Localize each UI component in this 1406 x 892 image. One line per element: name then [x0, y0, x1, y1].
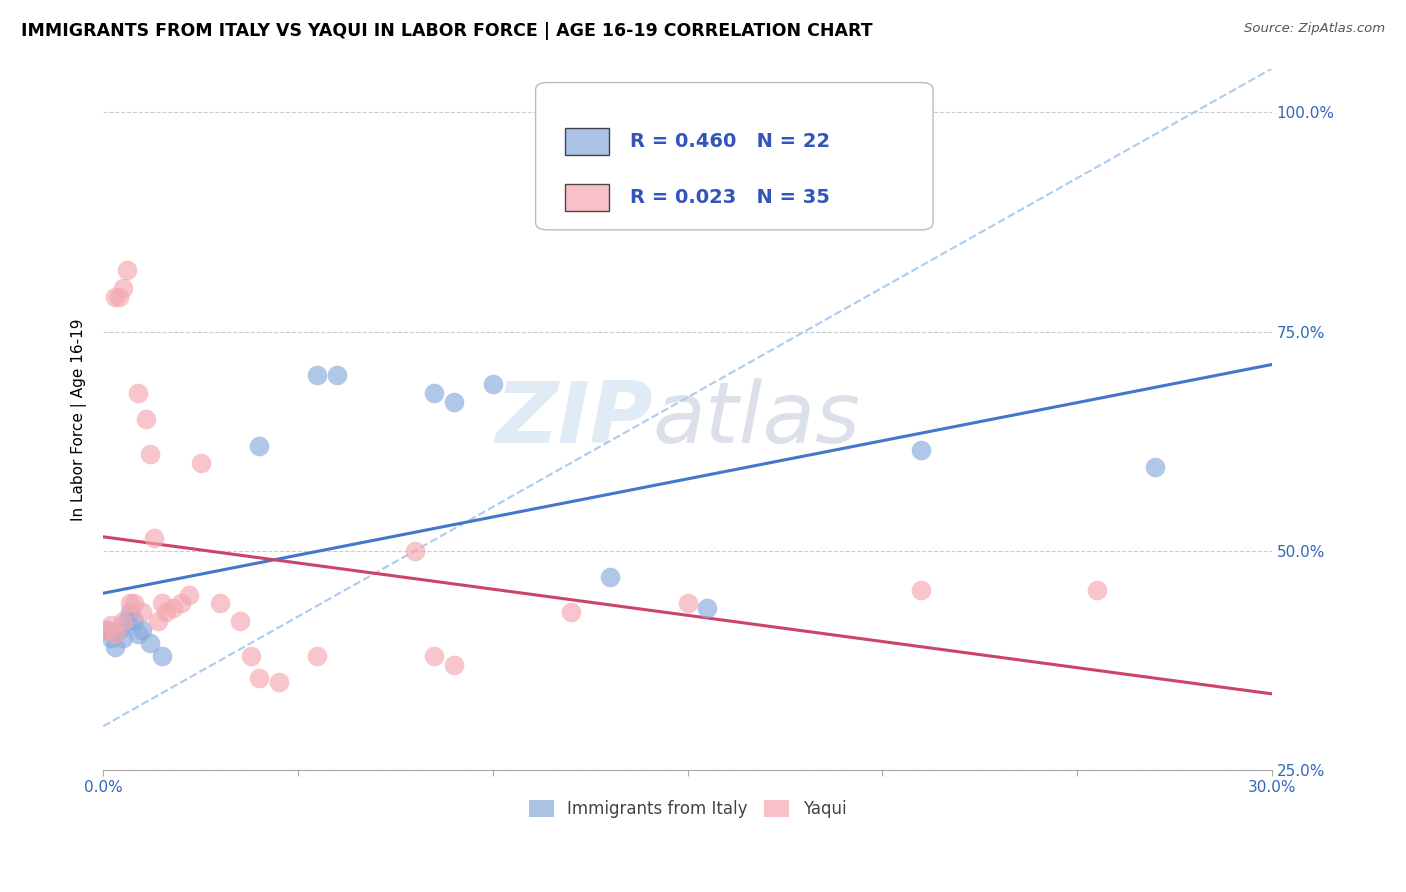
Point — [190, 456, 212, 470]
Point — [404, 543, 426, 558]
Point — [910, 583, 932, 598]
Point — [150, 648, 173, 663]
Point — [131, 623, 153, 637]
Point — [115, 263, 138, 277]
Point — [1085, 583, 1108, 598]
Point — [120, 596, 142, 610]
Point — [247, 439, 270, 453]
Point — [162, 600, 184, 615]
Text: Source: ZipAtlas.com: Source: ZipAtlas.com — [1244, 22, 1385, 36]
Point — [443, 394, 465, 409]
Point — [443, 657, 465, 672]
Point — [910, 442, 932, 457]
Point — [127, 386, 149, 401]
Point — [150, 596, 173, 610]
Point — [240, 648, 263, 663]
Point — [676, 596, 699, 610]
Point — [209, 596, 232, 610]
Text: R = 0.023   N = 35: R = 0.023 N = 35 — [630, 188, 830, 207]
FancyBboxPatch shape — [536, 83, 934, 230]
Point — [307, 368, 329, 383]
Point — [177, 588, 200, 602]
Point — [111, 632, 134, 646]
Point — [599, 570, 621, 584]
Point — [104, 627, 127, 641]
Text: ZIP: ZIP — [495, 377, 652, 461]
Point — [228, 614, 250, 628]
Point — [247, 671, 270, 685]
Point — [423, 386, 446, 401]
Point — [307, 648, 329, 663]
Point — [326, 368, 349, 383]
Point — [146, 614, 169, 628]
Text: IMMIGRANTS FROM ITALY VS YAQUI IN LABOR FORCE | AGE 16-19 CORRELATION CHART: IMMIGRANTS FROM ITALY VS YAQUI IN LABOR … — [21, 22, 873, 40]
Point — [423, 648, 446, 663]
Text: R = 0.460   N = 22: R = 0.460 N = 22 — [630, 132, 831, 151]
Legend: Immigrants from Italy, Yaqui: Immigrants from Italy, Yaqui — [522, 793, 853, 825]
Point — [124, 614, 146, 628]
Point — [124, 596, 146, 610]
Point — [120, 605, 142, 619]
Text: atlas: atlas — [652, 377, 860, 461]
Y-axis label: In Labor Force | Age 16-19: In Labor Force | Age 16-19 — [72, 318, 87, 521]
Point — [560, 605, 582, 619]
FancyBboxPatch shape — [565, 185, 609, 211]
Point — [107, 289, 129, 303]
Point — [107, 623, 129, 637]
Point — [111, 614, 134, 628]
Point — [104, 289, 127, 303]
Point — [115, 614, 138, 628]
Point — [139, 636, 162, 650]
Point — [127, 627, 149, 641]
Point — [131, 605, 153, 619]
Point — [96, 623, 118, 637]
Point — [104, 640, 127, 655]
Point — [96, 623, 118, 637]
Point — [481, 377, 503, 392]
Point — [155, 605, 177, 619]
FancyBboxPatch shape — [565, 128, 609, 155]
Point — [135, 412, 157, 426]
Point — [1144, 460, 1167, 475]
Point — [142, 531, 165, 545]
Point — [696, 600, 718, 615]
Point — [111, 281, 134, 295]
Point — [100, 618, 122, 632]
Point — [170, 596, 193, 610]
Point — [139, 447, 162, 461]
Point — [100, 632, 122, 646]
Point — [267, 675, 290, 690]
